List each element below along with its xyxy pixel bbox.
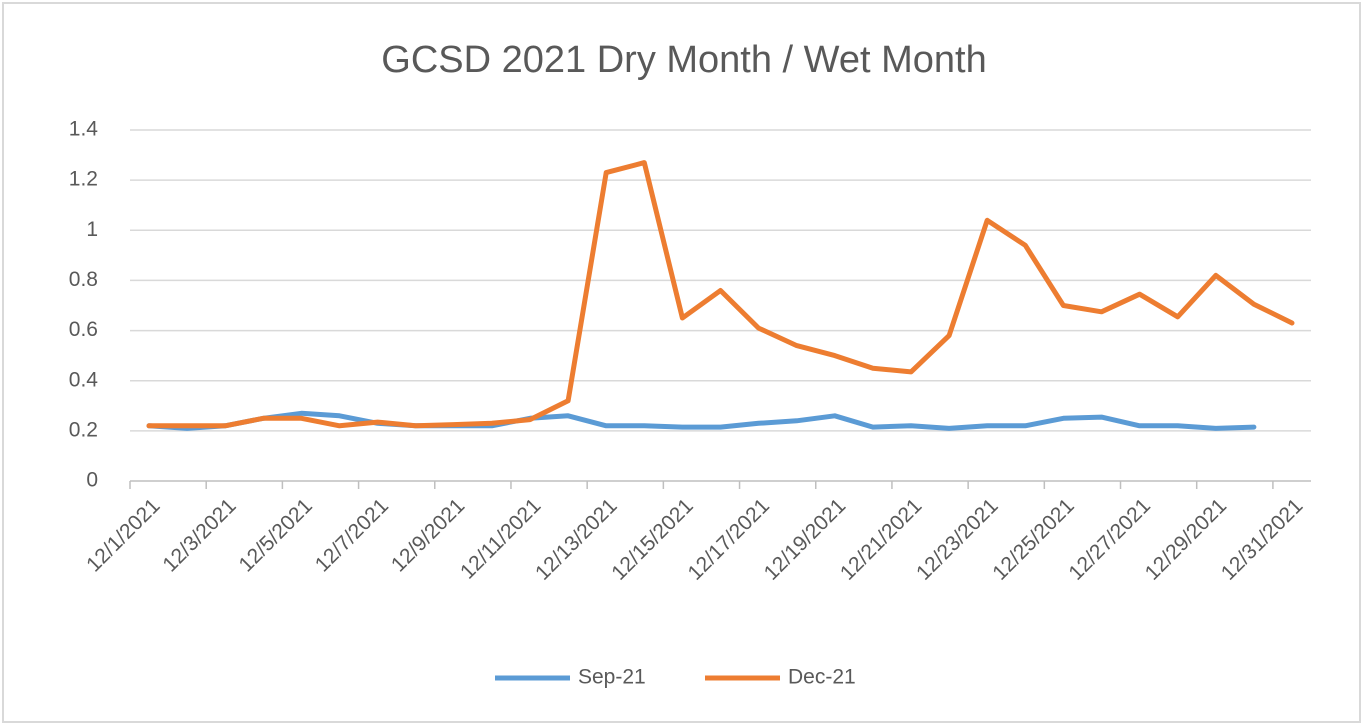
- legend-label: Sep-21: [578, 666, 646, 689]
- y-tick-label: 0.8: [69, 268, 98, 291]
- y-tick-label: 1.2: [69, 168, 98, 191]
- y-tick-label: 1: [86, 218, 98, 241]
- y-tick-label: 0: [86, 469, 98, 492]
- line-series: [146, 160, 1295, 429]
- y-tick-label: 0.6: [69, 318, 98, 341]
- y-tick-label: 1.4: [69, 118, 99, 141]
- chart-title: GCSD 2021 Dry Month / Wet Month: [381, 39, 986, 81]
- y-tick-label: 0.4: [69, 368, 99, 391]
- line-series: [146, 410, 1257, 431]
- legend-label: Dec-21: [788, 666, 856, 689]
- y-tick-label: 0.2: [69, 418, 98, 441]
